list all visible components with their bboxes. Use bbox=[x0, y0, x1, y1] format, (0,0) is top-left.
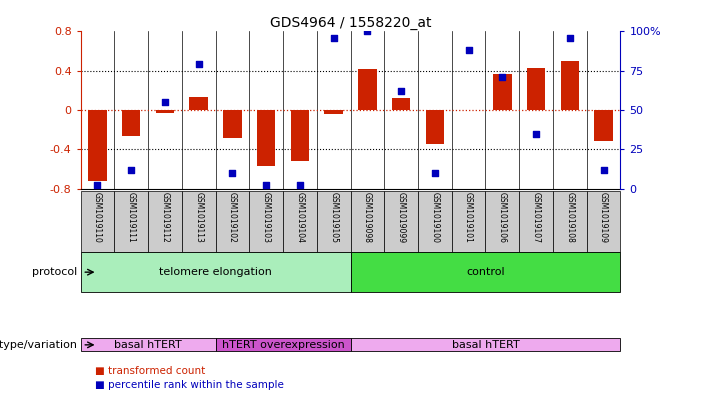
Bar bbox=[81, 252, 350, 292]
Text: genotype/variation: genotype/variation bbox=[0, 340, 77, 350]
Bar bbox=[325, 110, 343, 114]
Text: control: control bbox=[466, 267, 505, 277]
Bar bbox=[384, 191, 418, 252]
Point bbox=[497, 74, 508, 80]
Text: GSM1019100: GSM1019100 bbox=[430, 193, 440, 243]
Point bbox=[92, 182, 103, 189]
Text: GSM1019099: GSM1019099 bbox=[397, 193, 406, 244]
Bar bbox=[216, 191, 250, 252]
Bar bbox=[358, 69, 376, 110]
Text: GSM1019108: GSM1019108 bbox=[565, 193, 574, 243]
Bar bbox=[317, 191, 350, 252]
Text: basal hTERT: basal hTERT bbox=[114, 340, 182, 350]
Point bbox=[395, 88, 407, 94]
Bar bbox=[81, 191, 114, 252]
Text: basal hTERT: basal hTERT bbox=[451, 340, 519, 350]
Text: ■ percentile rank within the sample: ■ percentile rank within the sample bbox=[95, 380, 283, 390]
Point bbox=[193, 61, 204, 68]
Bar bbox=[519, 191, 553, 252]
Text: GSM1019104: GSM1019104 bbox=[295, 193, 304, 243]
Text: GSM1019101: GSM1019101 bbox=[464, 193, 473, 243]
Text: GSM1019106: GSM1019106 bbox=[498, 193, 507, 243]
Bar bbox=[189, 97, 208, 110]
Text: GSM1019107: GSM1019107 bbox=[531, 193, 540, 243]
Bar bbox=[148, 191, 182, 252]
Point bbox=[261, 182, 272, 189]
Bar bbox=[81, 338, 216, 351]
Bar bbox=[350, 338, 620, 351]
Text: GSM1019111: GSM1019111 bbox=[127, 193, 136, 243]
Bar bbox=[392, 98, 410, 110]
Point bbox=[463, 47, 474, 53]
Bar bbox=[122, 110, 140, 136]
Bar bbox=[485, 191, 519, 252]
Text: GSM1019105: GSM1019105 bbox=[329, 193, 338, 243]
Text: telomere elongation: telomere elongation bbox=[159, 267, 272, 277]
Bar bbox=[156, 110, 175, 113]
Bar bbox=[418, 191, 451, 252]
Point bbox=[294, 182, 306, 189]
Text: GSM1019103: GSM1019103 bbox=[261, 193, 271, 243]
Point bbox=[429, 170, 440, 176]
Bar bbox=[526, 68, 545, 110]
Point bbox=[125, 167, 137, 173]
Bar bbox=[350, 252, 620, 292]
Point bbox=[227, 170, 238, 176]
Point bbox=[159, 99, 170, 105]
Bar bbox=[587, 191, 620, 252]
Text: GSM1019102: GSM1019102 bbox=[228, 193, 237, 243]
Text: GSM1019098: GSM1019098 bbox=[363, 193, 372, 243]
Text: GSM1019110: GSM1019110 bbox=[93, 193, 102, 243]
Bar bbox=[250, 191, 283, 252]
Bar bbox=[216, 338, 350, 351]
Point bbox=[564, 35, 576, 41]
Bar bbox=[350, 191, 384, 252]
Text: GSM1019109: GSM1019109 bbox=[599, 193, 608, 243]
Text: ■ transformed count: ■ transformed count bbox=[95, 366, 205, 376]
Text: protocol: protocol bbox=[32, 267, 77, 277]
Title: GDS4964 / 1558220_at: GDS4964 / 1558220_at bbox=[270, 17, 431, 30]
Point bbox=[598, 167, 609, 173]
Bar bbox=[182, 191, 216, 252]
Bar bbox=[223, 110, 242, 138]
Point bbox=[531, 130, 542, 137]
Text: hTERT overexpression: hTERT overexpression bbox=[222, 340, 344, 350]
Bar bbox=[553, 191, 587, 252]
Bar bbox=[283, 191, 317, 252]
Point bbox=[362, 28, 373, 35]
Bar bbox=[114, 191, 148, 252]
Bar bbox=[594, 110, 613, 141]
Bar bbox=[291, 110, 309, 161]
Text: GSM1019113: GSM1019113 bbox=[194, 193, 203, 243]
Text: GSM1019112: GSM1019112 bbox=[161, 193, 170, 243]
Point bbox=[328, 35, 339, 41]
Bar bbox=[426, 110, 444, 144]
Bar bbox=[561, 61, 579, 110]
Bar bbox=[493, 73, 512, 110]
Bar bbox=[451, 191, 485, 252]
Bar bbox=[257, 110, 275, 166]
Bar bbox=[88, 110, 107, 181]
